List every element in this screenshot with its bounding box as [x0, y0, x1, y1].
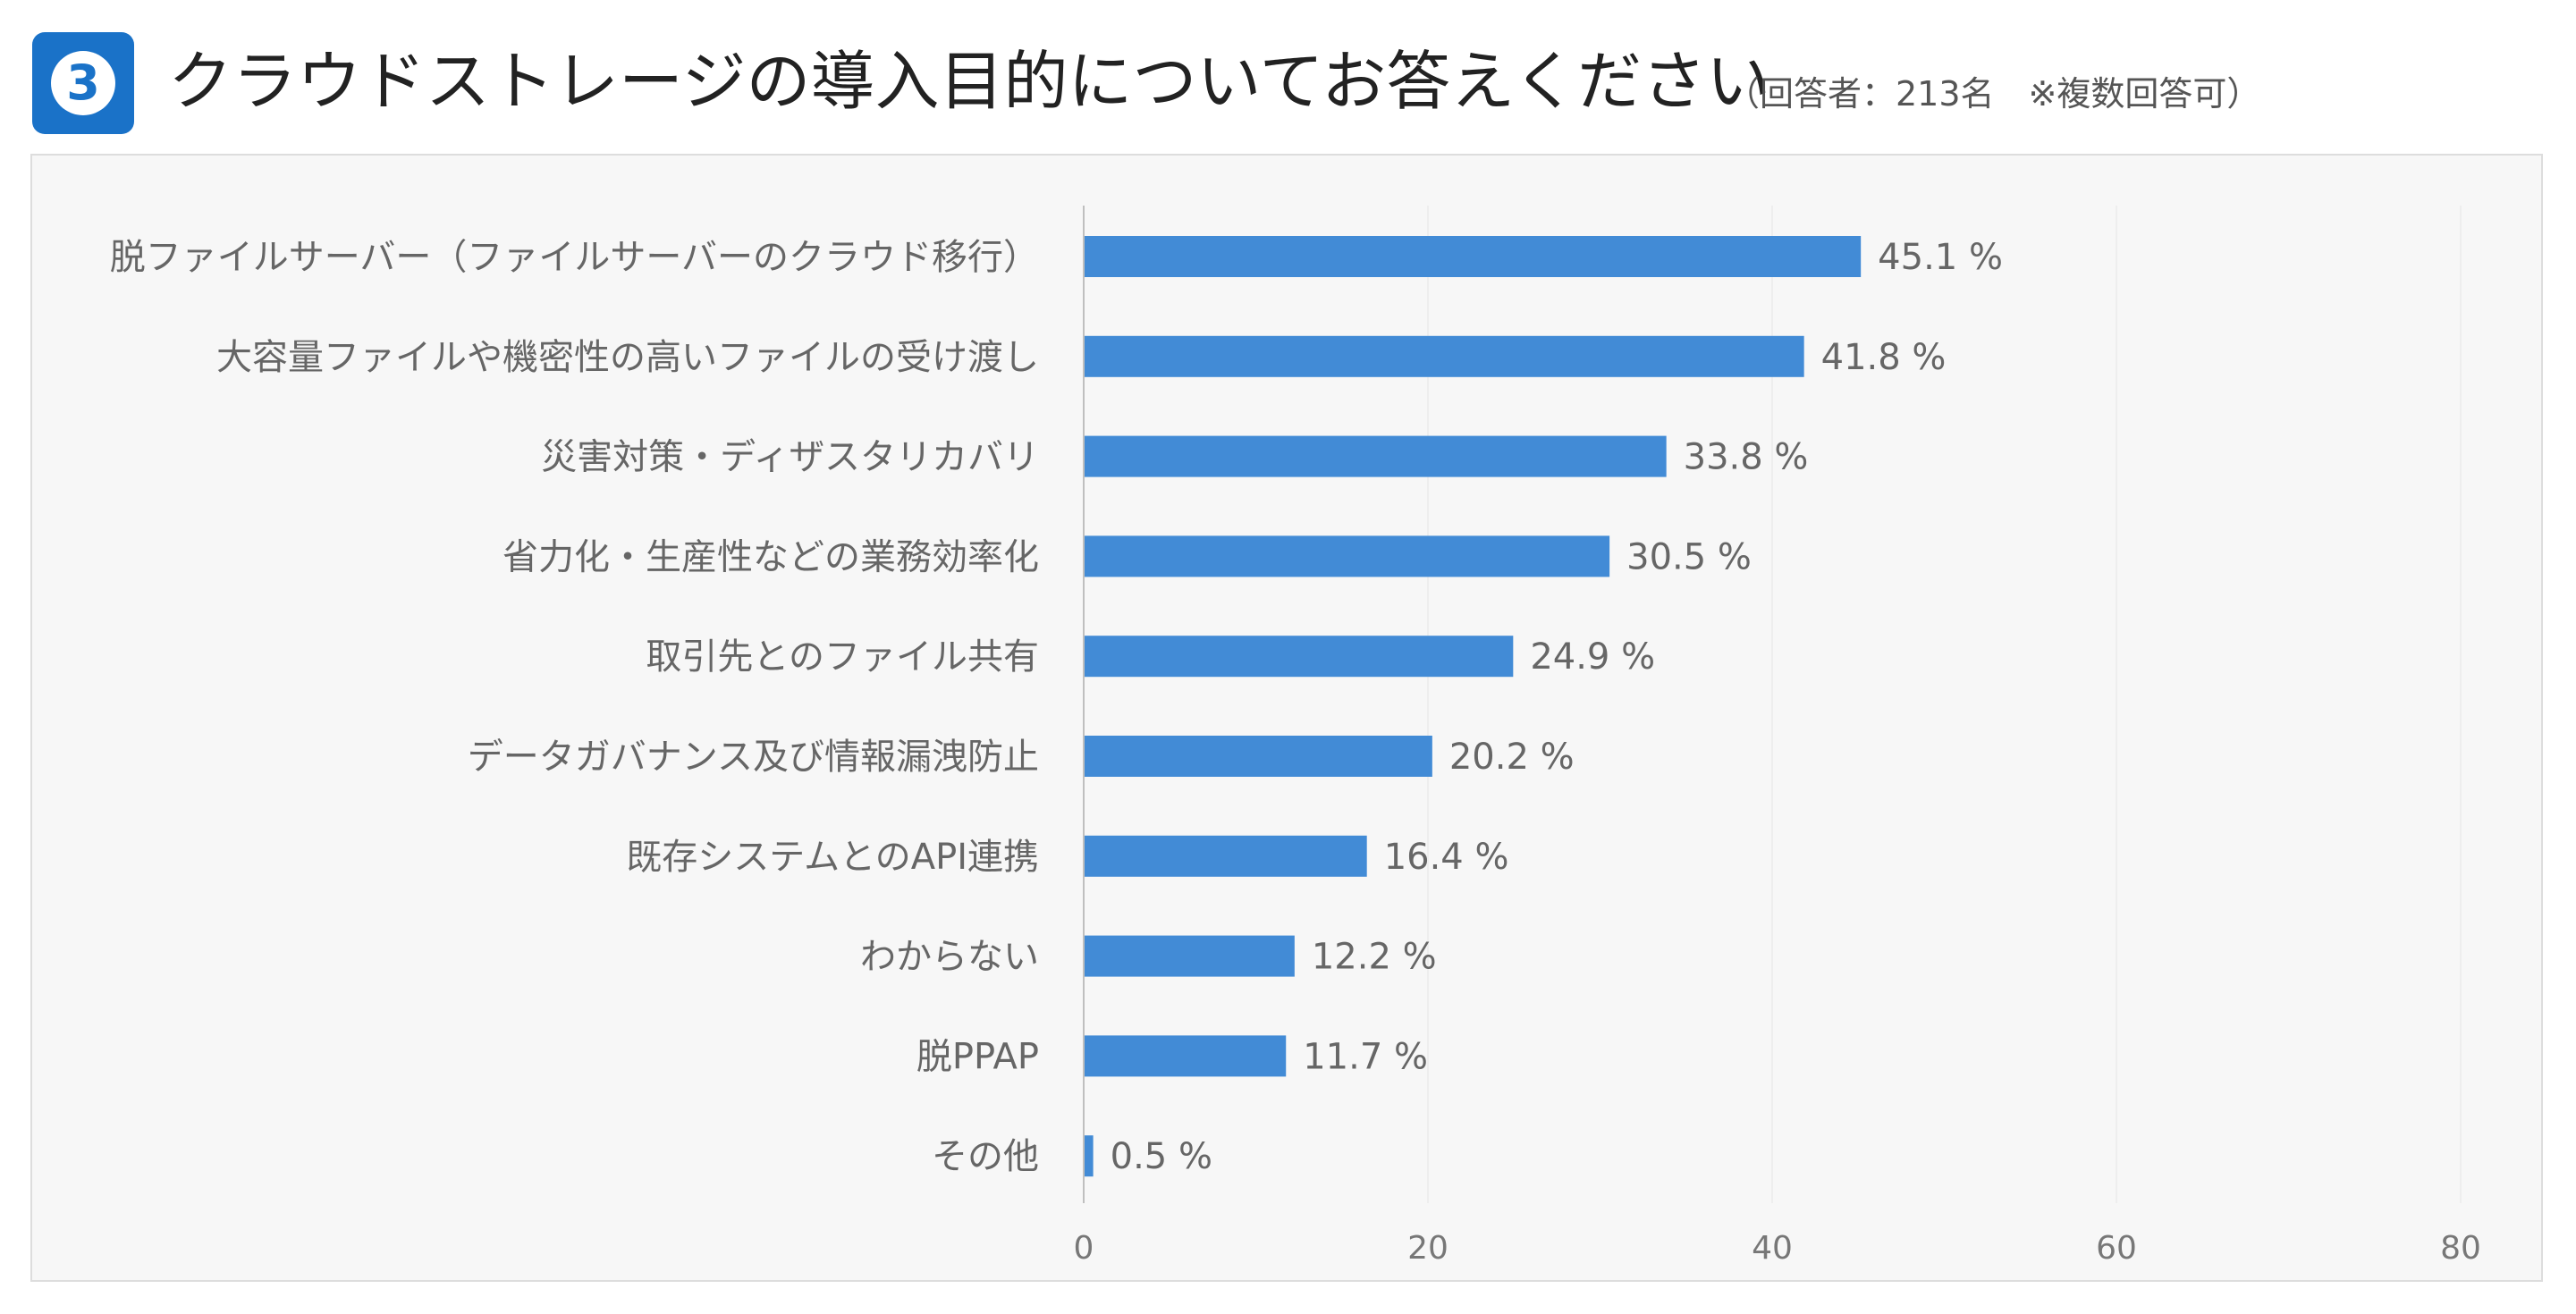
bar [1085, 1035, 1287, 1077]
value-label: 33.8 % [1684, 437, 1809, 478]
bar [1085, 636, 1514, 678]
category-label: 大容量ファイルや機密性の高いファイルの受け渡し [216, 337, 1039, 378]
bar [1085, 835, 1367, 877]
value-label: 41.8 % [1821, 337, 1947, 378]
respondent-note: （回答者：213名 ※複数回答可） [1726, 74, 2261, 114]
x-tick-label: 40 [1752, 1230, 1793, 1267]
x-tick-label: 60 [2096, 1230, 2137, 1267]
value-label: 12.2 % [1312, 937, 1437, 978]
category-label: 省力化・生産性などの業務効率化 [503, 536, 1039, 577]
bar [1085, 236, 1862, 277]
category-labels: 脱ファイルサーバー（ファイルサーバーのクラウド移行） 大容量ファイルや機密性の高い… [110, 237, 1039, 1177]
bar [1085, 736, 1432, 777]
category-label: データガバナンス及び情報漏洩防止 [468, 737, 1039, 778]
category-label: わからない [860, 937, 1039, 978]
value-labels: 45.1 % 41.8 % 33.8 % 30.5 % 24.9 % 20.2 % 16.4… [1111, 237, 2003, 1177]
category-label: 既存システムとのAPI連携 [626, 837, 1039, 878]
section-number-badge: 3 [32, 32, 134, 134]
x-tick-label: 20 [1407, 1230, 1448, 1267]
section-number: 3 [51, 51, 115, 115]
value-label: 24.9 % [1530, 636, 1655, 678]
bars [1085, 236, 1862, 1177]
x-tick-label: 0 [1074, 1230, 1094, 1267]
x-tick-label: 80 [2440, 1230, 2481, 1267]
value-label: 16.4 % [1384, 837, 1509, 878]
category-label: 災害対策・ディザスタリカバリ [541, 437, 1039, 478]
value-label: 0.5 % [1111, 1136, 1212, 1177]
category-label: 脱PPAP [916, 1036, 1039, 1077]
value-label: 11.7 % [1303, 1036, 1428, 1077]
value-label: 30.5 % [1626, 536, 1752, 577]
category-label: 脱ファイルサーバー（ファイルサーバーのクラウド移行） [110, 237, 1039, 278]
bar [1085, 335, 1804, 377]
category-label: その他 [932, 1136, 1039, 1177]
bar [1085, 935, 1295, 977]
bar [1085, 435, 1667, 477]
bar [1085, 535, 1610, 577]
page-title: クラウドストレージの導入目的についてお答えください [168, 44, 1771, 119]
bar [1085, 1135, 1094, 1177]
category-label: 取引先とのファイル共有 [646, 636, 1039, 678]
value-label: 45.1 % [1878, 237, 2003, 278]
value-label: 20.2 % [1449, 737, 1575, 778]
x-axis-ticks: 0 20 40 60 80 [1074, 1230, 2481, 1267]
